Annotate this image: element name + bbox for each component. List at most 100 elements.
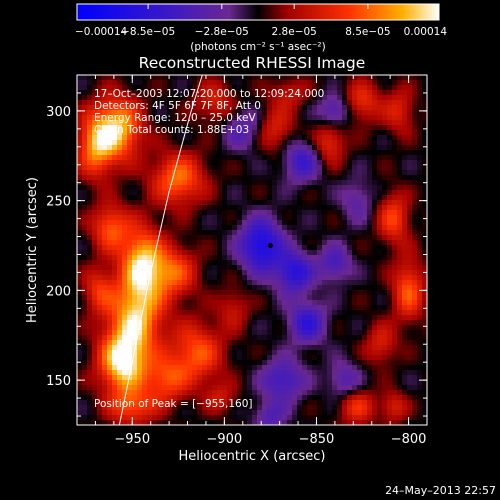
heatmap-cell — [197, 410, 203, 416]
heatmap-cell — [397, 220, 403, 226]
heatmap-cell — [307, 135, 313, 141]
heatmap-cell — [152, 300, 158, 306]
heatmap-cell — [142, 155, 148, 161]
heatmap-cell — [192, 205, 198, 211]
heatmap-cell — [237, 300, 243, 306]
heatmap-cell — [317, 320, 323, 326]
heatmap-cell — [412, 205, 418, 211]
heatmap-cell — [162, 330, 168, 336]
heatmap-cell — [187, 315, 193, 321]
heatmap-cell — [417, 100, 423, 106]
heatmap-cell — [382, 300, 388, 306]
heatmap-cell — [87, 215, 93, 221]
heatmap-cell — [222, 385, 228, 391]
heatmap-cell — [257, 320, 263, 326]
heatmap-cell — [207, 310, 213, 316]
heatmap-cell — [77, 380, 83, 386]
heatmap-cell — [367, 100, 373, 106]
heatmap-cell — [377, 345, 383, 351]
heatmap-cell — [152, 75, 158, 81]
heatmap-cell — [297, 330, 303, 336]
heatmap-cell — [172, 190, 178, 196]
heatmap-cell — [87, 375, 93, 381]
heatmap-cell — [417, 195, 423, 201]
heatmap-cell — [272, 275, 278, 281]
heatmap-cell — [327, 140, 333, 146]
heatmap-cell — [212, 170, 218, 176]
heatmap-cell — [172, 140, 178, 146]
heatmap-cell — [312, 340, 318, 346]
heatmap-cell — [212, 345, 218, 351]
heatmap-cell — [317, 420, 323, 425]
heatmap-cell — [92, 285, 98, 291]
heatmap-cell — [127, 225, 133, 231]
heatmap-cell — [232, 180, 238, 186]
heatmap-cell — [187, 145, 193, 151]
heatmap-cell — [202, 390, 208, 396]
heatmap-cell — [227, 380, 233, 386]
heatmap-cell — [147, 340, 153, 346]
heatmap-cell — [342, 130, 348, 136]
heatmap-cell — [387, 300, 393, 306]
heatmap-cell — [392, 385, 398, 391]
heatmap-cell — [272, 400, 278, 406]
heatmap-cell — [217, 205, 223, 211]
heatmap-cell — [122, 195, 128, 201]
heatmap-cell — [352, 375, 358, 381]
heatmap-cell — [152, 285, 158, 291]
heatmap-cell — [387, 375, 393, 381]
heatmap-cell — [147, 215, 153, 221]
heatmap-cell — [317, 395, 323, 401]
heatmap-cell — [382, 185, 388, 191]
heatmap-cell — [222, 165, 228, 171]
heatmap-cell — [247, 190, 253, 196]
heatmap-cell — [297, 270, 303, 276]
heatmap-cell — [267, 220, 273, 226]
heatmap-cell — [272, 395, 278, 401]
heatmap-cell — [267, 240, 273, 246]
heatmap-cell — [217, 215, 223, 221]
heatmap-cell — [362, 150, 368, 156]
x-tick-label: −850 — [299, 432, 335, 447]
heatmap-cell — [302, 280, 308, 286]
heatmap-cell — [142, 380, 148, 386]
heatmap-cell — [277, 250, 283, 256]
heatmap-cell — [382, 385, 388, 391]
heatmap-cell — [227, 415, 233, 421]
heatmap-cell — [422, 130, 427, 136]
heatmap-cell — [307, 210, 313, 216]
heatmap-cell — [217, 185, 223, 191]
heatmap-cell — [162, 415, 168, 421]
heatmap-cell — [232, 320, 238, 326]
heatmap-cell — [107, 330, 113, 336]
heatmap-cell — [397, 160, 403, 166]
heatmap-cell — [297, 285, 303, 291]
heatmap-cell — [257, 215, 263, 221]
heatmap-cell — [362, 350, 368, 356]
heatmap-cell — [112, 235, 118, 241]
heatmap-cell — [147, 415, 153, 421]
heatmap-cell — [147, 75, 153, 81]
heatmap-cell — [92, 190, 98, 196]
heatmap-cell — [287, 410, 293, 416]
heatmap-cell — [192, 240, 198, 246]
heatmap-cell — [117, 150, 123, 156]
heatmap-cell — [412, 270, 418, 276]
heatmap-cell — [152, 390, 158, 396]
heatmap-cell — [352, 220, 358, 226]
heatmap-cell — [347, 165, 353, 171]
heatmap-cell — [342, 310, 348, 316]
heatmap-cell — [212, 195, 218, 201]
heatmap-cell — [347, 95, 353, 101]
heatmap-cell — [102, 345, 108, 351]
heatmap-cell — [297, 135, 303, 141]
heatmap-cell — [207, 355, 213, 361]
heatmap-cell — [212, 325, 218, 331]
heatmap-cell — [407, 350, 413, 356]
heatmap-cell — [177, 275, 183, 281]
heatmap-cell — [172, 210, 178, 216]
heatmap-cell — [312, 300, 318, 306]
heatmap-cell — [132, 420, 138, 425]
heatmap-cell — [97, 140, 103, 146]
heatmap-cell — [402, 290, 408, 296]
